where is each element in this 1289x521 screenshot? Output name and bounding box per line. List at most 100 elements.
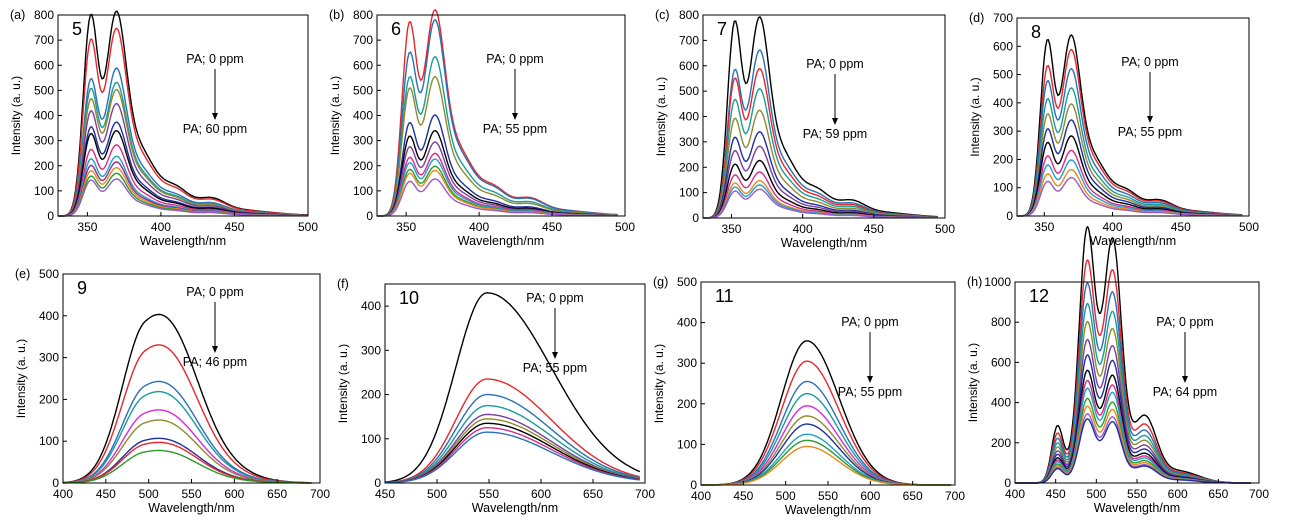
x-tick-label: 700 <box>1249 487 1269 501</box>
series-line-h-14 <box>1015 418 1251 484</box>
x-tick-label: 350 <box>1034 220 1054 234</box>
series-line-c-7 <box>703 145 938 219</box>
series-line-g-2 <box>701 360 951 486</box>
series-line-g-7 <box>701 423 951 486</box>
x-tick-label: 450 <box>1171 220 1191 234</box>
compound-number: 8 <box>1031 22 1041 42</box>
y-tick-label: 300 <box>34 134 54 148</box>
annotation-end: PA; 46 ppm <box>183 355 247 369</box>
x-tick-label: 600 <box>860 489 880 503</box>
y-tick-label: 200 <box>677 397 697 411</box>
y-tick-label: 800 <box>353 8 373 22</box>
compound-number: 10 <box>399 288 419 308</box>
series-line-b-2 <box>377 18 618 217</box>
series-line-e-2 <box>63 344 312 484</box>
annotation-start: PA; 0 ppm <box>1121 55 1178 69</box>
series-line-d-9 <box>1017 159 1243 217</box>
y-tick-label: 300 <box>677 356 697 370</box>
y-tick-label: 300 <box>361 343 381 357</box>
y-axis-label: Intensity (a. u.) <box>9 76 23 155</box>
y-tick-label: 100 <box>677 437 697 451</box>
x-tick-label: 350 <box>77 220 97 234</box>
y-tick-label: 500 <box>679 84 699 98</box>
plot-frame <box>384 283 646 484</box>
y-tick-label: 0 <box>47 209 54 223</box>
y-tick-label: 800 <box>679 8 699 22</box>
x-tick-label: 650 <box>903 489 923 503</box>
series-line-b-10 <box>377 165 618 217</box>
y-tick-label: 1000 <box>984 275 1011 289</box>
x-tick-label: 500 <box>427 487 447 501</box>
series-line-a-2 <box>58 27 309 217</box>
y-tick-label: 600 <box>353 58 373 72</box>
y-tick-label: 0 <box>52 476 59 490</box>
x-tick-label: 450 <box>375 487 395 501</box>
x-axis-label: Wavelength/nm <box>472 501 558 515</box>
arrow-down-icon <box>867 376 873 383</box>
panel-label: (d) <box>969 11 984 25</box>
annotation-start: PA; 0 ppm <box>526 291 583 305</box>
annotation-start: PA; 0 ppm <box>806 57 863 71</box>
y-tick-label: 400 <box>993 96 1013 110</box>
y-tick-label: 800 <box>991 315 1011 329</box>
arrow-down-icon <box>552 352 558 359</box>
chart-panel-f: 450 500 550 600 650 700 0 100 200 300 400 Wavelengt… <box>336 277 655 515</box>
y-axis-label: Intensity (a. u.) <box>336 344 350 423</box>
x-axis-label: Wavelength/nm <box>458 234 544 248</box>
y-tick-label: 100 <box>679 186 699 200</box>
panel-label: (f) <box>337 277 349 291</box>
y-tick-label: 700 <box>34 33 54 47</box>
series-line-e-3 <box>63 380 312 484</box>
compound-number: 5 <box>72 19 82 39</box>
x-tick-label: 550 <box>818 489 838 503</box>
x-tick-label: 400 <box>469 220 489 234</box>
annotation-end: PA; 55 ppm <box>483 122 547 136</box>
series-line-b-12 <box>377 178 618 217</box>
y-tick-label: 400 <box>361 299 381 313</box>
x-tick-label: 400 <box>1005 487 1025 501</box>
series-line-c-9 <box>703 171 938 219</box>
series-line-g-10 <box>701 445 951 486</box>
annotation-start: PA; 0 ppm <box>186 52 243 66</box>
chart-panel-d: 350 400 450 500 0 100 200 300 400 500 600 700 Wavele… <box>968 11 1259 248</box>
compound-number: 7 <box>717 19 727 39</box>
annotation-end: PA; 59 ppm <box>803 127 867 141</box>
x-tick-label: 600 <box>224 487 244 501</box>
series-line-b-7 <box>377 141 618 217</box>
series-line-f-4 <box>385 404 640 484</box>
x-tick-label: 500 <box>935 222 955 236</box>
arrow-down-icon <box>512 113 518 120</box>
y-axis-label: Intensity (a. u.) <box>328 76 342 155</box>
x-tick-label: 500 <box>298 220 318 234</box>
x-tick-label: 700 <box>945 489 965 503</box>
x-tick-label: 550 <box>1127 487 1147 501</box>
x-axis-label: Wavelength/nm <box>1094 501 1180 515</box>
series-line-h-2 <box>1015 259 1251 484</box>
y-tick-label: 600 <box>34 58 54 72</box>
panel-label: (g) <box>653 275 668 289</box>
series-line-b-4 <box>377 75 618 217</box>
series-line-g-4 <box>701 392 951 486</box>
y-axis-label: Intensity (a. u.) <box>652 344 666 423</box>
y-tick-label: 700 <box>679 33 699 47</box>
annotation-start: PA; 0 ppm <box>186 285 243 299</box>
series-line-f-9 <box>384 431 640 484</box>
x-axis-label: Wavelength/nm <box>781 236 867 250</box>
x-tick-label: 500 <box>1086 487 1106 501</box>
arrow-down-icon <box>1147 116 1153 123</box>
x-tick-label: 400 <box>53 487 73 501</box>
series-line-b-1 <box>377 8 618 217</box>
y-axis-label: Intensity (a. u.) <box>966 343 980 422</box>
x-tick-label: 650 <box>267 487 287 501</box>
series-line-g-8 <box>701 433 951 486</box>
x-axis-label: Wavelength/nm <box>1090 234 1176 248</box>
chart-panel-h: 400 450 500 550 600 650 700 0 200 400 600 800 1000 Wa… <box>966 225 1269 515</box>
series-line-a-4 <box>58 81 309 217</box>
plot-frame <box>57 14 309 217</box>
compound-number: 11 <box>715 286 734 306</box>
x-axis-label: Wavelength/nm <box>785 503 871 517</box>
x-tick-label: 450 <box>864 222 884 236</box>
y-tick-label: 600 <box>679 59 699 73</box>
x-tick-label: 700 <box>635 487 655 501</box>
y-tick-label: 500 <box>993 68 1013 82</box>
